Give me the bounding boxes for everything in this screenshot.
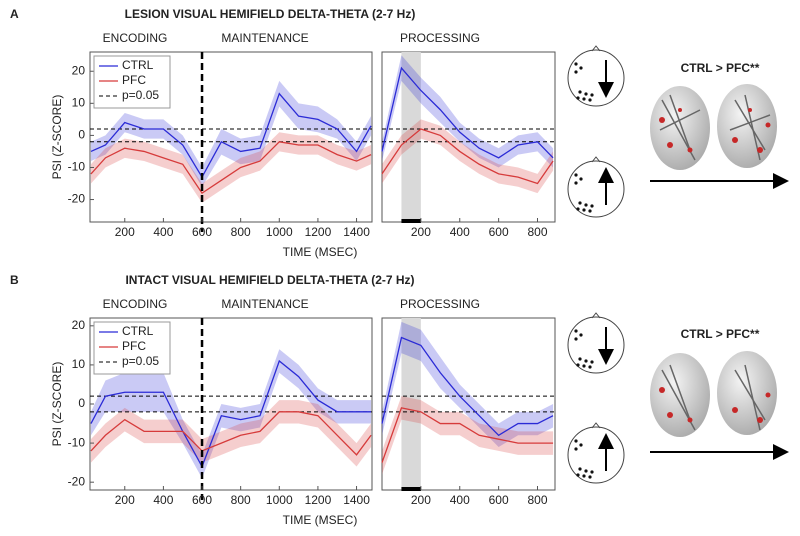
brain-renderings <box>650 84 789 460</box>
y-tick-label: -20 <box>68 474 86 488</box>
x-tick-label: 200 <box>115 493 135 507</box>
error-band <box>90 349 372 479</box>
panel-title: INTACT VISUAL HEMIFIELD DELTA-THETA (2-7… <box>125 273 414 287</box>
y-tick-label: 20 <box>72 63 86 77</box>
series-line <box>381 128 554 185</box>
window-bar <box>401 219 421 223</box>
error-band <box>382 321 554 447</box>
series-line <box>90 359 372 469</box>
section-label: ENCODING <box>103 297 168 311</box>
y-tick-label: -20 <box>68 192 86 206</box>
section-label: MAINTENANCE <box>221 297 308 311</box>
section-label: MAINTENANCE <box>221 31 308 45</box>
annotation: CTRL > PFC** <box>681 61 760 75</box>
panel: 200 400 600 800 PROCESSING <box>381 297 556 507</box>
error-band <box>90 400 372 467</box>
section-label: PROCESSING <box>400 31 480 45</box>
error-band <box>382 55 554 168</box>
x-tick-label: 1000 <box>266 225 293 239</box>
panel: 200 400 600 800 1000 1200 1400 -20 -10 0 10 20 ENCOD… <box>10 7 760 259</box>
legend-label: PFC <box>122 339 146 353</box>
legend-box <box>93 321 171 375</box>
legend-label: p=0.05 <box>122 354 159 368</box>
y-tick-label: 0 <box>78 128 85 142</box>
legend-box <box>93 55 171 109</box>
panel: 200 400 600 800 1000 1200 1400 -20 -10 0 10 20 ENCOD… <box>10 273 760 527</box>
x-tick-label: 1000 <box>266 493 293 507</box>
series-line <box>90 92 372 179</box>
x-tick-label: 200 <box>411 225 431 239</box>
legend-label: p=0.05 <box>122 88 159 102</box>
section-label: ENCODING <box>103 31 168 45</box>
x-tick-label: 400 <box>450 493 470 507</box>
x-tick-label: 800 <box>231 225 251 239</box>
legend-label: CTRL <box>122 58 154 72</box>
x-tick-label: 1200 <box>305 493 332 507</box>
series-line <box>381 336 554 437</box>
series-line <box>90 141 372 195</box>
x-tick-label: 600 <box>192 225 212 239</box>
error-band <box>382 396 554 475</box>
y-axis-label: PSI (Z-SCORE) <box>50 95 64 180</box>
panel-title: LESION VISUAL HEMIFIELD DELTA-THETA (2-7… <box>125 7 416 21</box>
legend-label: PFC <box>122 73 146 87</box>
series-line <box>381 66 554 159</box>
x-tick-label: 800 <box>231 493 251 507</box>
panel: 200 400 600 800 PROCESSING <box>381 31 556 239</box>
series-line <box>381 407 554 463</box>
x-tick-label: 1400 <box>343 225 370 239</box>
head <box>567 45 625 107</box>
x-tick-label: 600 <box>489 225 509 239</box>
x-axis-label: TIME (MSEC) <box>283 245 358 259</box>
x-tick-label: 200 <box>411 493 431 507</box>
panel-label: A <box>10 7 19 21</box>
section-label: PROCESSING <box>400 297 480 311</box>
panel-label: B <box>10 273 19 287</box>
error-band <box>90 80 372 187</box>
head <box>567 422 625 484</box>
error-band <box>90 132 372 203</box>
legend-label: CTRL <box>122 324 154 338</box>
y-tick-label: 20 <box>72 318 86 332</box>
y-tick-label: 10 <box>72 357 86 371</box>
x-tick-label: 600 <box>192 493 212 507</box>
head <box>567 156 625 218</box>
head <box>567 312 625 374</box>
y-tick-label: -10 <box>68 435 86 449</box>
y-tick-label: 0 <box>78 396 85 410</box>
x-tick-label: 600 <box>489 493 509 507</box>
x-tick-label: 1400 <box>343 493 370 507</box>
highlight-window <box>401 318 421 490</box>
y-axis-label: PSI (Z-SCORE) <box>50 362 64 447</box>
x-tick-label: 800 <box>527 225 547 239</box>
x-tick-label: 400 <box>153 225 173 239</box>
series-line <box>90 411 372 456</box>
brain <box>650 84 789 189</box>
x-tick-label: 400 <box>450 225 470 239</box>
x-tick-label: 1200 <box>305 225 332 239</box>
x-tick-label: 200 <box>115 225 135 239</box>
window-bar <box>401 487 421 491</box>
x-tick-label: 400 <box>153 493 173 507</box>
x-tick-label: 800 <box>527 493 547 507</box>
head-diagrams <box>567 45 625 484</box>
x-axis-label: TIME (MSEC) <box>283 513 358 527</box>
y-tick-label: -10 <box>68 160 86 174</box>
y-tick-label: 10 <box>72 95 86 109</box>
brain <box>650 351 789 460</box>
annotation: CTRL > PFC** <box>681 327 760 341</box>
